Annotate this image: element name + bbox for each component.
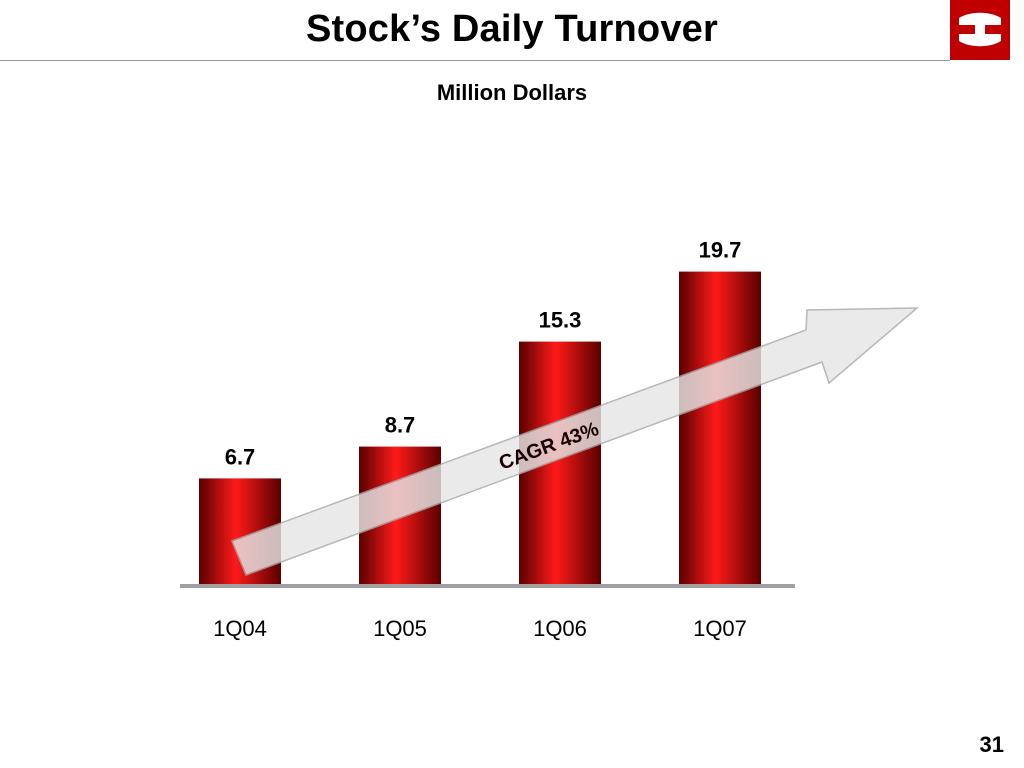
bar-1q07 — [679, 271, 761, 585]
x-tick-label: 1Q04 — [213, 616, 267, 641]
page-number: 31 — [979, 732, 1004, 757]
x-tick-label: 1Q05 — [373, 616, 427, 641]
title-divider — [0, 60, 950, 61]
data-label: 15.3 — [539, 308, 582, 333]
slide-title: Stock’s Daily Turnover — [306, 8, 718, 50]
bank-logo-icon — [950, 0, 1010, 60]
data-label: 8.7 — [385, 413, 416, 438]
data-label: 19.7 — [699, 238, 742, 263]
cagr-trend-arrow — [231, 307, 920, 576]
data-label: 6.7 — [225, 444, 256, 469]
x-tick-label: 1Q06 — [533, 616, 587, 641]
chart-subtitle: Million Dollars — [436, 80, 588, 105]
x-tick-label: 1Q07 — [693, 616, 747, 641]
